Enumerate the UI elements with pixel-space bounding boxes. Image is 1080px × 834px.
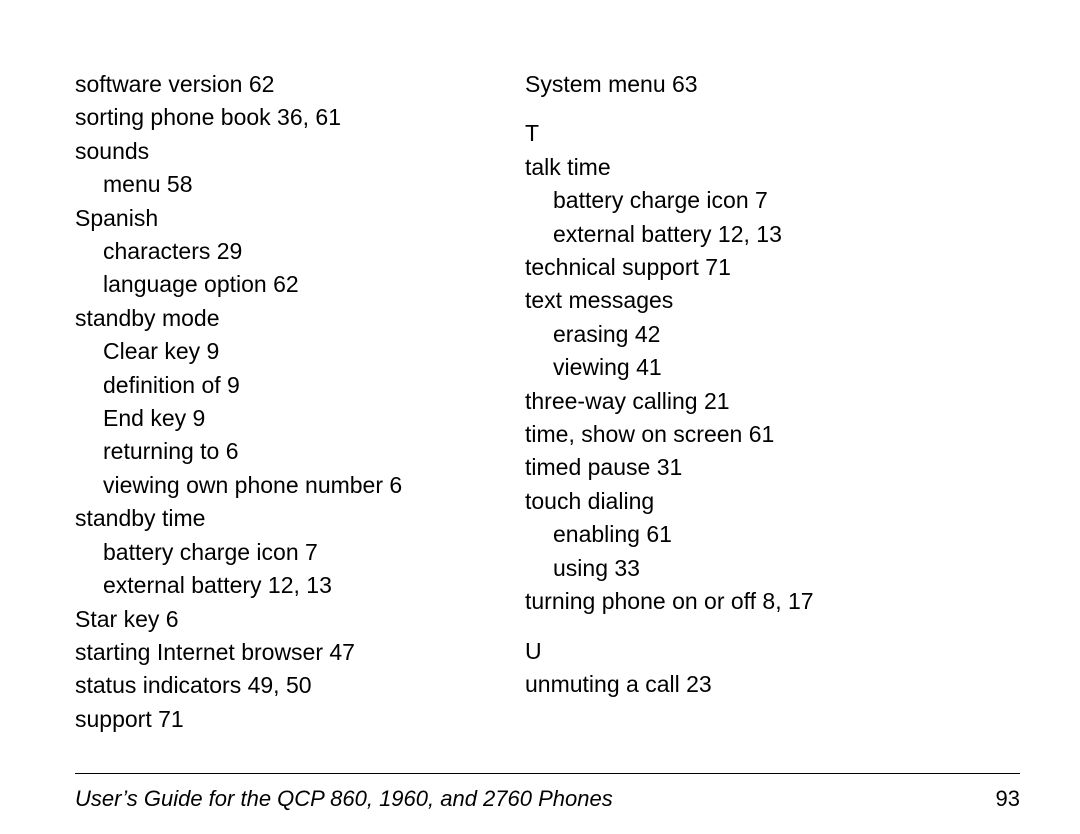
index-entry: sounds (75, 135, 525, 168)
index-entry: touch dialing (525, 485, 1005, 518)
index-entry: technical support 71 (525, 251, 1005, 284)
index-entry: enabling 61 (525, 518, 1005, 551)
index-entry: using 33 (525, 552, 1005, 585)
index-entry: End key 9 (75, 402, 525, 435)
index-page: software version 62sorting phone book 36… (0, 0, 1080, 834)
footer-rule (75, 773, 1020, 774)
index-entry: unmuting a call 23 (525, 668, 1005, 701)
index-entry: Star key 6 (75, 603, 525, 636)
index-entry: Clear key 9 (75, 335, 525, 368)
index-entry: turning phone on or off 8, 17 (525, 585, 1005, 618)
index-entry: support 71 (75, 703, 525, 736)
index-entry: battery charge icon 7 (525, 184, 1005, 217)
index-entry: erasing 42 (525, 318, 1005, 351)
index-column-left: software version 62sorting phone book 36… (75, 68, 525, 736)
index-entry: software version 62 (75, 68, 525, 101)
index-entry: T (525, 117, 1005, 150)
index-entry: status indicators 49, 50 (75, 669, 525, 702)
index-entry: standby mode (75, 302, 525, 335)
footer-title: User’s Guide for the QCP 860, 1960, and … (75, 786, 613, 812)
index-entry: standby time (75, 502, 525, 535)
index-columns: software version 62sorting phone book 36… (75, 68, 1020, 736)
index-entry: definition of 9 (75, 369, 525, 402)
index-entry: U (525, 635, 1005, 668)
index-entry: viewing 41 (525, 351, 1005, 384)
index-entry: three-way calling 21 (525, 385, 1005, 418)
index-entry: sorting phone book 36, 61 (75, 101, 525, 134)
index-entry: battery charge icon 7 (75, 536, 525, 569)
index-entry: characters 29 (75, 235, 525, 268)
index-entry: System menu 63 (525, 68, 1005, 101)
index-entry: external battery 12, 13 (525, 218, 1005, 251)
index-entry: returning to 6 (75, 435, 525, 468)
index-entry: Spanish (75, 202, 525, 235)
index-entry: text messages (525, 284, 1005, 317)
index-entry: starting Internet browser 47 (75, 636, 525, 669)
index-entry: external battery 12, 13 (75, 569, 525, 602)
index-entry: timed pause 31 (525, 451, 1005, 484)
footer-page-number: 93 (996, 786, 1020, 812)
page-footer: User’s Guide for the QCP 860, 1960, and … (75, 786, 1020, 812)
index-entry: menu 58 (75, 168, 525, 201)
index-entry: language option 62 (75, 268, 525, 301)
index-entry: viewing own phone number 6 (75, 469, 525, 502)
index-entry: time, show on screen 61 (525, 418, 1005, 451)
index-entry: talk time (525, 151, 1005, 184)
index-column-right: System menu 63 Ttalk timebattery charge i… (525, 68, 1005, 736)
